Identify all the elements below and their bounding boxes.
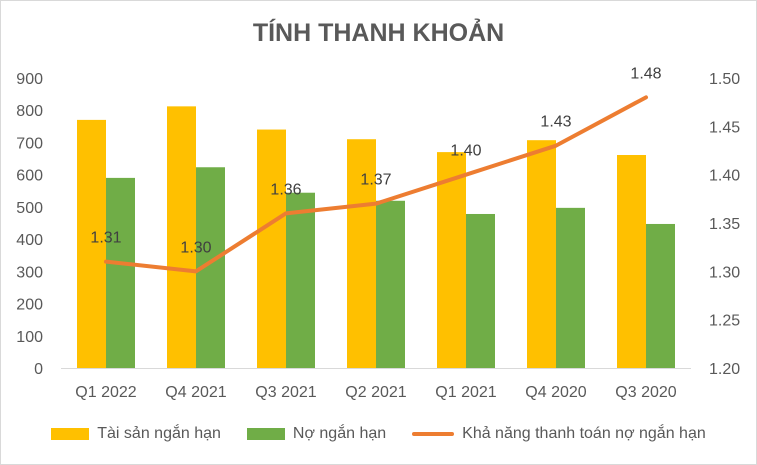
legend-label-kha-nang: Khả năng thanh toán nợ ngắn hạn	[462, 425, 706, 442]
bar-no-ngan-han	[466, 213, 495, 368]
y-left-tick-label: 500	[16, 200, 43, 217]
legend-item-kha-nang: Khả năng thanh toán nợ ngắn hạn	[412, 425, 706, 443]
x-tick-label: Q4 2020	[525, 384, 586, 401]
legend-swatch-tai-san	[51, 428, 90, 440]
y-right-tick-label: 1.40	[709, 168, 740, 185]
legend-item-no: Nợ ngắn hạn	[246, 425, 387, 443]
bar-tai-san-ngan-han	[527, 140, 556, 368]
y-right-tick-label: 1.35	[709, 216, 740, 233]
legend: Tài sản ngắn hạn Nợ ngắn hạn Khả năng th…	[1, 425, 756, 443]
bar-no-ngan-han	[106, 177, 135, 368]
line-data-label: 1.48	[630, 65, 661, 82]
bar-tai-san-ngan-han	[167, 106, 196, 368]
y-left-tick-label: 600	[16, 168, 43, 185]
x-tick-label: Q1 2022	[75, 384, 136, 401]
line-data-label: 1.40	[450, 143, 481, 160]
x-tick-label: Q4 2021	[165, 384, 226, 401]
x-tick-label: Q3 2021	[255, 384, 316, 401]
y-right-tick-label: 1.20	[709, 361, 740, 378]
y-right-tick-label: 1.45	[709, 119, 740, 136]
bar-no-ngan-han	[286, 192, 315, 368]
bar-tai-san-ngan-han	[437, 152, 466, 368]
x-tick-label: Q1 2021	[435, 384, 496, 401]
line-data-label: 1.37	[360, 172, 391, 189]
y-left-tick-label: 700	[16, 135, 43, 152]
y-left-tick-label: 0	[34, 361, 43, 378]
chart-title: TÍNH THANH KHOẢN	[252, 19, 505, 47]
y-left-tick-label: 200	[16, 297, 43, 314]
legend-swatch-kha-nang	[412, 432, 455, 436]
line-data-label: 1.30	[180, 239, 211, 256]
y-right-tick-label: 1.30	[709, 264, 740, 281]
line-data-label: 1.31	[90, 230, 121, 247]
y-left-tick-label: 900	[16, 71, 43, 88]
chart-plot: 0 100 200 300 400 500 600 700 800 900 1.20 1.25 1.30…	[16, 65, 740, 401]
bar-tai-san-ngan-han	[347, 139, 376, 368]
y-left-tick-label: 100	[16, 329, 43, 346]
bar-no-ngan-han	[646, 223, 675, 368]
bar-tai-san-ngan-han	[617, 155, 646, 368]
bar-tai-san-ngan-han	[77, 119, 106, 368]
y-left-tick-label: 300	[16, 264, 43, 281]
y-right-tick-label: 1.25	[709, 313, 740, 330]
legend-label-tai-san: Tài sản ngắn hạn	[97, 425, 221, 442]
y-right-tick-label: 1.50	[709, 71, 740, 88]
legend-swatch-no	[246, 428, 285, 440]
legend-label-no: Nợ ngắn hạn	[292, 425, 387, 442]
x-tick-label: Q3 2020	[615, 384, 676, 401]
line-data-label: 1.36	[270, 181, 301, 198]
bar-no-ngan-han	[376, 200, 405, 368]
legend-item-tai-san: Tài sản ngắn hạn	[51, 425, 221, 443]
y-left-tick-label: 800	[16, 103, 43, 120]
line-data-label: 1.43	[540, 114, 571, 131]
bar-no-ngan-han	[556, 207, 585, 368]
y-left-tick-label: 400	[16, 232, 43, 249]
x-tick-label: Q2 2021	[345, 384, 406, 401]
bar-tai-san-ngan-han	[257, 129, 286, 368]
